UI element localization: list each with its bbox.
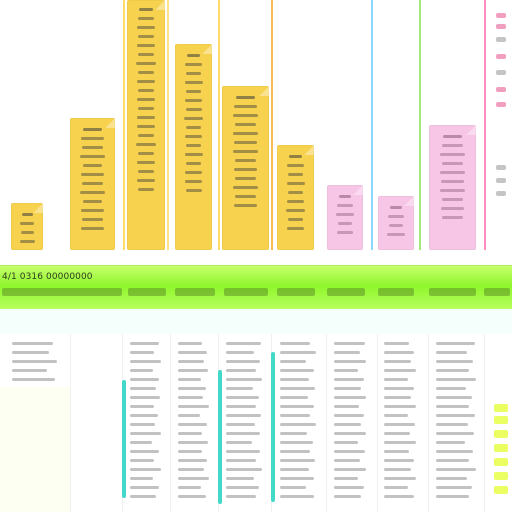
column-card[interactable] — [11, 203, 43, 250]
left-faint-panel — [0, 387, 70, 512]
band-left-label: 4/1 0316 00000000 — [2, 272, 93, 282]
band-sub-block — [327, 288, 365, 296]
table-text-stack — [280, 342, 320, 498]
right-yellow-rail — [490, 386, 512, 512]
marker — [496, 24, 506, 29]
table-column-divider — [428, 334, 429, 512]
table-text-stack — [226, 342, 266, 498]
table-text-stack — [384, 342, 420, 498]
column-card[interactable] — [327, 185, 363, 250]
band-sub-block — [484, 288, 510, 296]
marker — [496, 54, 506, 59]
yellow-bit — [494, 444, 508, 452]
mint-stripe — [0, 309, 512, 334]
band-sub-block — [128, 288, 166, 296]
column-guide-line — [123, 0, 125, 250]
right-side-markers — [476, 10, 506, 260]
marker — [496, 191, 506, 196]
marker — [496, 102, 506, 107]
marker — [496, 70, 506, 75]
table-text-stack — [334, 342, 370, 498]
column-guide-line — [371, 0, 373, 250]
table-column-divider — [326, 334, 327, 512]
band-sub-block — [2, 288, 122, 296]
column-guide-line — [271, 0, 273, 250]
table-text-stack — [130, 342, 164, 498]
table-text-stack — [178, 342, 212, 498]
marker — [496, 13, 506, 18]
column-guide-line — [484, 0, 486, 250]
table-text-stack — [436, 342, 480, 498]
accent-bar — [271, 352, 275, 502]
yellow-bit — [494, 404, 508, 412]
column-card[interactable] — [127, 0, 165, 250]
table-column-divider — [484, 334, 485, 512]
table-column-divider — [377, 334, 378, 512]
band-sub-block — [277, 288, 315, 296]
columns-area — [0, 0, 512, 265]
yellow-bit — [494, 486, 508, 494]
table-column-divider — [70, 334, 71, 512]
green-header-band: 4/1 0316 00000000 — [0, 265, 512, 311]
band-sub-block — [224, 288, 268, 296]
table-column-divider — [170, 334, 171, 512]
yellow-bit — [494, 416, 508, 424]
marker — [496, 165, 506, 170]
column-card[interactable] — [378, 196, 414, 250]
column-card[interactable] — [222, 86, 269, 250]
column-guide-line — [218, 0, 220, 250]
band-sub-block — [175, 288, 215, 296]
band-sub-block — [378, 288, 414, 296]
column-card[interactable] — [175, 44, 212, 250]
marker — [496, 37, 506, 42]
yellow-bit — [494, 430, 508, 438]
table-body — [0, 334, 512, 512]
yellow-bit — [494, 458, 508, 466]
column-card[interactable] — [70, 118, 115, 250]
band-sub-block — [429, 288, 476, 296]
accent-bar — [122, 380, 126, 498]
accent-bar — [218, 370, 222, 504]
yellow-bit — [494, 472, 508, 480]
column-card[interactable] — [429, 125, 476, 250]
column-guide-line — [167, 0, 169, 250]
marker — [496, 87, 506, 92]
column-guide-line — [419, 0, 421, 250]
column-card[interactable] — [277, 145, 314, 250]
marker — [496, 178, 506, 183]
